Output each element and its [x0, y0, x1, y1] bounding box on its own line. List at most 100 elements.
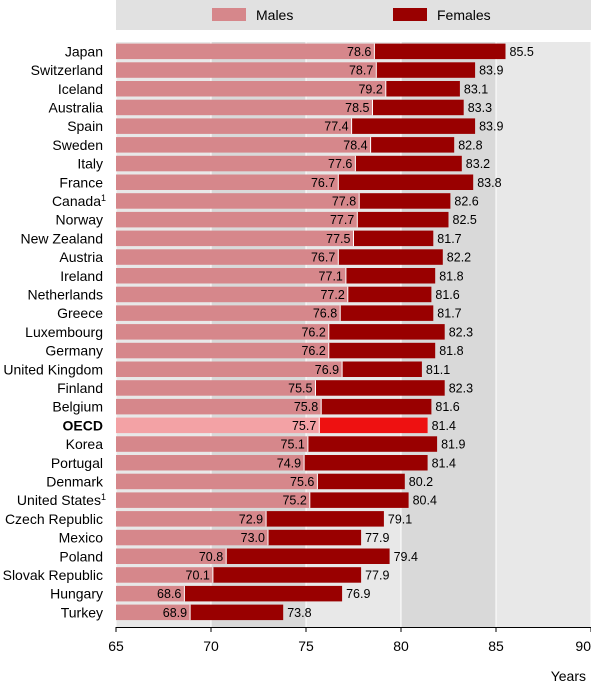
- x-tick-label: 70: [203, 638, 219, 654]
- bar-males-denmark: [116, 473, 318, 490]
- value-label-males: 68.6: [157, 587, 181, 601]
- bar-males-czech-republic: [116, 511, 267, 527]
- value-label-females: 79.1: [388, 512, 412, 526]
- category-label: New Zealand: [21, 230, 104, 246]
- x-axis: 65 70 75 80 85 90: [108, 627, 591, 654]
- x-tick-label: 80: [393, 638, 409, 654]
- bar-females-ireland: [345, 268, 436, 284]
- value-label-females: 83.9: [479, 64, 503, 78]
- bar-males-portugal: [116, 455, 305, 471]
- bar-females-japan: [374, 43, 506, 60]
- value-label-males: 79.2: [358, 82, 382, 96]
- legend-males: Males: [212, 7, 293, 23]
- category-label: United States1: [17, 492, 106, 508]
- category-label: United Kingdom: [3, 361, 103, 377]
- value-label-females: 77.9: [365, 531, 389, 545]
- bar-females-czech-republic: [266, 511, 384, 527]
- bar-females-mexico: [268, 529, 362, 546]
- value-label-females: 83.9: [479, 120, 503, 134]
- category-label: Belgium: [52, 399, 103, 415]
- value-label-females: 81.4: [432, 419, 456, 433]
- category-label: Slovak Republic: [3, 567, 103, 583]
- value-label-females: 81.6: [435, 288, 459, 302]
- value-label-males: 77.4: [324, 120, 348, 134]
- value-label-males: 77.5: [326, 232, 350, 246]
- bar-females-norway: [357, 211, 449, 228]
- bar-females-finland: [315, 380, 445, 396]
- value-label-females: 81.7: [437, 307, 461, 321]
- value-label-males: 75.8: [294, 400, 318, 414]
- bar-males-oecd: [116, 417, 320, 434]
- bar-males-finland: [116, 380, 316, 396]
- bar-males-sweden: [116, 137, 371, 153]
- value-label-females: 83.3: [468, 101, 492, 115]
- bar-males-switzerland: [116, 62, 377, 78]
- value-label-females: 85.5: [510, 45, 534, 59]
- value-label-females: 83.8: [477, 176, 501, 190]
- value-label-females: 81.8: [439, 269, 463, 283]
- bar-females-greece: [340, 305, 434, 321]
- bar-males-turkey: [116, 604, 191, 621]
- value-label-males: 75.1: [281, 438, 305, 452]
- bar-females-luxembourg: [328, 324, 445, 340]
- bar-females-united-kingdom: [342, 361, 422, 377]
- category-label: Czech Republic: [5, 511, 103, 527]
- value-label-males: 76.7: [311, 176, 335, 190]
- value-label-females: 83.2: [466, 157, 490, 171]
- value-label-males: 74.9: [277, 456, 301, 470]
- value-label-males: 77.6: [328, 157, 352, 171]
- bar-females-austria: [338, 249, 443, 265]
- category-label: Canada1: [52, 193, 106, 209]
- value-label-females: 81.6: [435, 400, 459, 414]
- bar-males-mexico: [116, 529, 268, 546]
- value-label-males: 77.8: [332, 194, 356, 208]
- bar-males-korea: [116, 436, 308, 452]
- bar-males-canada: [116, 193, 360, 209]
- category-label: Luxembourg: [25, 324, 103, 340]
- value-label-females: 82.8: [458, 138, 482, 152]
- bar-males-new-zealand: [116, 230, 354, 247]
- bar-males-slovak-republic: [116, 567, 213, 583]
- value-label-females: 82.3: [449, 325, 473, 339]
- bar-males-japan: [116, 43, 375, 60]
- category-label: Spain: [67, 118, 103, 134]
- value-label-males: 73.0: [241, 531, 265, 545]
- category-label: Japan: [65, 43, 103, 59]
- value-label-males: 75.7: [292, 419, 316, 433]
- value-label-males: 78.6: [347, 45, 371, 59]
- bar-males-germany: [116, 342, 329, 359]
- bar-females-denmark: [317, 473, 405, 490]
- value-label-males: 77.2: [320, 288, 344, 302]
- value-label-females: 81.7: [437, 232, 461, 246]
- bar-males-norway: [116, 211, 358, 228]
- value-label-males: 75.5: [288, 381, 312, 395]
- category-label: Denmark: [46, 473, 104, 489]
- category-label: Norway: [56, 212, 103, 228]
- x-tick-label: 90: [575, 638, 591, 654]
- bar-females-iceland: [385, 81, 460, 97]
- bar-females-sweden: [370, 137, 455, 153]
- value-label-males: 76.7: [311, 251, 335, 265]
- bar-males-iceland: [116, 81, 386, 97]
- category-label: Australia: [49, 99, 104, 115]
- x-tick-label: 75: [298, 638, 314, 654]
- category-label: Turkey: [61, 604, 103, 620]
- bar-females-oecd: [319, 417, 428, 434]
- bar-males-italy: [116, 155, 356, 172]
- value-label-females: 77.9: [365, 568, 389, 582]
- legend-label-females: Females: [437, 7, 491, 23]
- x-axis-title: Years: [551, 668, 586, 684]
- bar-males-france: [116, 174, 339, 190]
- bar-females-poland: [226, 548, 390, 564]
- bar-males-spain: [116, 118, 352, 134]
- bar-females-new-zealand: [353, 230, 434, 247]
- category-label: Germany: [45, 343, 103, 359]
- value-label-males: 75.6: [290, 475, 314, 489]
- bar-females-netherlands: [347, 286, 432, 303]
- bar-females-france: [338, 174, 474, 190]
- category-label: Sweden: [52, 137, 103, 153]
- legend-swatch-males: [212, 8, 246, 21]
- x-tick-label: 85: [488, 638, 504, 654]
- legend-females: Females: [393, 7, 491, 23]
